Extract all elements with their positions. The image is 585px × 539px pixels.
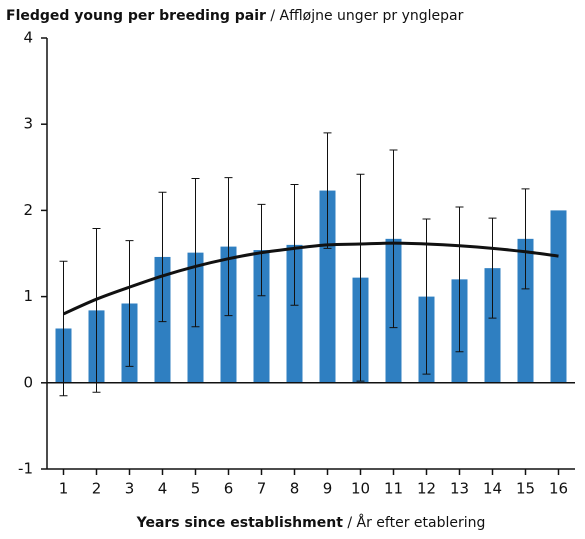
x-tick-label: 13	[450, 480, 469, 498]
bar	[484, 268, 501, 383]
bar	[253, 250, 270, 383]
y-tick-label: 2	[23, 201, 33, 219]
x-tick-label: 7	[257, 480, 267, 498]
error-bar	[191, 178, 200, 328]
x-tick-label: 6	[224, 480, 234, 498]
y-tick-label: 1	[23, 287, 33, 305]
error-bar	[356, 173, 365, 382]
error-bar	[224, 177, 233, 317]
error-bar	[290, 184, 299, 306]
x-tick-label: 2	[92, 480, 102, 498]
x-tick-label: 12	[417, 480, 436, 498]
error-bar	[455, 206, 464, 353]
error-bar	[521, 188, 530, 290]
error-bar	[92, 228, 101, 393]
x-tick-label: 11	[384, 480, 403, 498]
trend-line	[62, 241, 559, 316]
error-bar	[158, 191, 167, 323]
x-tick-label: 15	[516, 480, 535, 498]
x-tick-label: 9	[323, 480, 333, 498]
x-tick-label: 10	[351, 480, 370, 498]
bar	[286, 244, 303, 383]
x-tick-label: 14	[483, 480, 502, 498]
x-tick-label: 3	[125, 480, 135, 498]
x-tick-label: 4	[158, 480, 168, 498]
title-sub: / Affløjne unger pr ynglepar	[266, 8, 464, 24]
error-bar	[488, 217, 497, 319]
x-tick-label: 5	[191, 480, 201, 498]
error-bar	[125, 240, 134, 367]
error-bar	[323, 132, 332, 249]
x-tick-label: 16	[549, 480, 568, 498]
error-bar	[389, 149, 398, 329]
xlabel-main: Years since establishment	[136, 515, 344, 531]
xlabel-sub: / År efter etablering	[343, 514, 485, 531]
bar	[319, 190, 336, 383]
x-tick-label: 8	[290, 480, 300, 498]
bar	[550, 210, 567, 383]
x-axis-title: Years since establishment / År efter eta…	[136, 514, 486, 531]
y-tick-label: 0	[23, 373, 33, 391]
error-bar	[257, 203, 266, 297]
chart-title: Fledged young per breeding pair / Affløj…	[6, 8, 464, 24]
title-main: Fledged young per breeding pair	[6, 8, 266, 24]
error-bar	[59, 260, 68, 397]
y-tick-label: 3	[23, 115, 33, 133]
bar	[517, 238, 534, 383]
y-tick-label: 4	[23, 29, 33, 47]
y-tick-label: -1	[18, 460, 33, 478]
x-tick-label: 1	[59, 480, 69, 498]
